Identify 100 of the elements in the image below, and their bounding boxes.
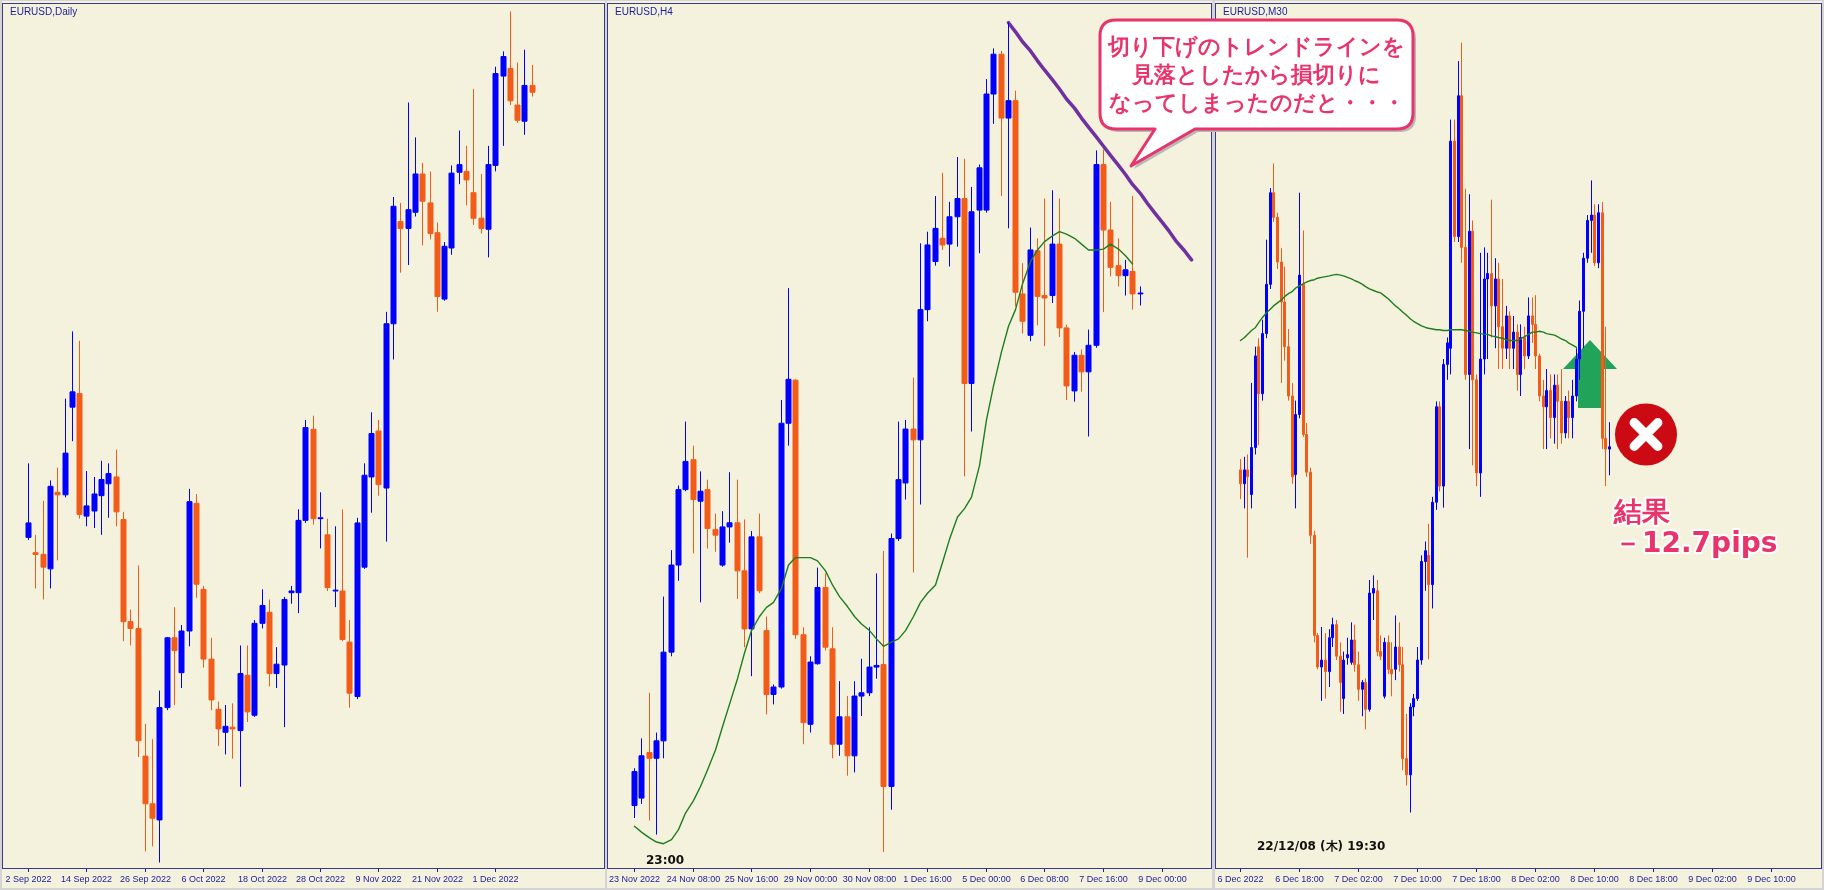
candlestick	[463, 145, 470, 206]
x-tick-label: 7 Dec 18:00	[1452, 874, 1501, 884]
candlestick	[1608, 421, 1611, 476]
x-tick-label: 6 Dec 2022	[1217, 874, 1264, 884]
candlestick	[25, 462, 32, 541]
candlestick	[712, 513, 719, 553]
candlestick	[521, 49, 528, 136]
candlestick	[1508, 310, 1511, 370]
candlestick	[1593, 203, 1596, 267]
candlestick	[748, 530, 755, 677]
candlestick	[998, 50, 1005, 197]
chart-title: EURUSD,H4	[615, 6, 674, 17]
candlestick	[822, 572, 829, 651]
x-tick-label: 26 Sep 2022	[119, 874, 172, 884]
candlestick	[215, 701, 222, 747]
x-tick-label: 28 Oct 2022	[295, 874, 346, 884]
candlestick	[1012, 90, 1019, 307]
x-tick-label: 6 Dec 08:00	[1020, 874, 1069, 884]
x-tick-label: 9 Dec 02:00	[1688, 874, 1737, 884]
candlestick	[229, 702, 236, 760]
candlestick	[1549, 373, 1552, 439]
candlestick	[507, 10, 514, 106]
candlestick	[1545, 368, 1548, 450]
candlestick	[1523, 326, 1526, 370]
candlestick	[339, 508, 346, 642]
candlestick	[1005, 22, 1012, 229]
annotation: －12.7pips	[1614, 526, 1778, 559]
candlestick	[1246, 454, 1249, 559]
candlestick	[375, 419, 382, 497]
candlestick	[529, 64, 536, 98]
x-tick-label: 21 Nov 2022	[411, 874, 464, 884]
candlestick	[1497, 262, 1500, 370]
x-tick-label: 5 Dec 00:00	[962, 874, 1011, 884]
candlestick	[697, 470, 704, 603]
candlestick	[332, 525, 339, 608]
candlestick	[193, 493, 200, 599]
candlestick	[1564, 395, 1567, 439]
candlestick	[1137, 285, 1144, 306]
candlestick	[1494, 257, 1497, 349]
candlestick	[113, 449, 120, 527]
candlestick	[69, 330, 76, 442]
candlestick	[1527, 296, 1530, 360]
candlestick	[237, 644, 244, 788]
candlestick	[1427, 523, 1430, 660]
candlestick	[317, 491, 324, 549]
candlestick	[968, 186, 975, 433]
x-tick-label: 1 Dec 16:00	[903, 874, 952, 884]
candlestick	[171, 606, 178, 706]
candlestick	[54, 467, 61, 561]
candlestick	[1516, 323, 1519, 392]
candlestick	[47, 479, 54, 589]
candlestick	[1324, 632, 1327, 700]
x-tick-label: 6 Oct 2022	[181, 874, 226, 884]
candlestick	[756, 513, 763, 594]
candlestick	[1129, 195, 1136, 311]
candlestick	[266, 599, 273, 687]
candlestick	[844, 695, 851, 777]
candlestick	[1383, 637, 1386, 700]
x-tick-label: 8 Dec 02:00	[1511, 874, 1560, 884]
candlestick	[397, 202, 404, 274]
x-tick-label: 9 Nov 2022	[355, 874, 402, 884]
candlestick	[1239, 458, 1242, 500]
candlestick	[419, 162, 426, 246]
x-tick-label: 8 Dec 18:00	[1629, 874, 1678, 884]
x-tick-label: 9 Dec 00:00	[1138, 874, 1187, 884]
candlestick	[324, 518, 331, 592]
candlestick	[244, 644, 251, 723]
candlestick	[1519, 323, 1522, 397]
candlestick	[1457, 60, 1460, 243]
candlestick	[1512, 315, 1515, 370]
candlestick	[1019, 262, 1026, 335]
text: 22/12/08 (木) 19:30	[1257, 839, 1386, 853]
candlestick	[1556, 373, 1559, 450]
candlestick	[1361, 679, 1364, 717]
candlestick	[1438, 400, 1441, 492]
candlestick	[76, 340, 83, 520]
x-tick-label: 2 Sep 2022	[5, 874, 52, 884]
candlestick	[1122, 259, 1129, 297]
candlestick	[763, 615, 770, 715]
candlestick	[1078, 348, 1085, 393]
x-tick-label: 29 Nov 00:00	[783, 874, 838, 884]
candlestick	[62, 398, 69, 498]
candlestick	[690, 445, 697, 554]
annotation: 切り下げのトレンドラインを見落としたから損切りになってしまったのだと・・・	[1107, 34, 1405, 116]
x-tick-label: 7 Dec 10:00	[1393, 874, 1442, 884]
candlestick	[1394, 614, 1397, 681]
candlestick	[514, 61, 521, 124]
candlestick	[1453, 119, 1456, 243]
candlestick	[910, 377, 917, 574]
candlestick	[1243, 456, 1246, 509]
chart-title: EURUSD,M30	[1223, 6, 1288, 17]
x-tick-label: 14 Sep 2022	[60, 874, 113, 884]
candlestick	[1364, 678, 1367, 730]
candlestick	[222, 704, 229, 755]
candlestick	[829, 626, 836, 759]
candlestick	[1560, 368, 1563, 445]
candlestick	[646, 692, 653, 821]
candlestick	[1049, 189, 1056, 304]
x-tick-label: 25 Nov 16:00	[724, 874, 779, 884]
candlestick	[310, 415, 317, 526]
